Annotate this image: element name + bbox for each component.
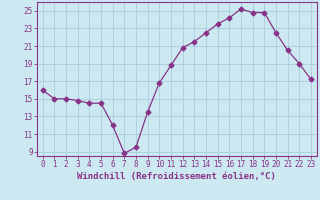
X-axis label: Windchill (Refroidissement éolien,°C): Windchill (Refroidissement éolien,°C) [77, 172, 276, 181]
